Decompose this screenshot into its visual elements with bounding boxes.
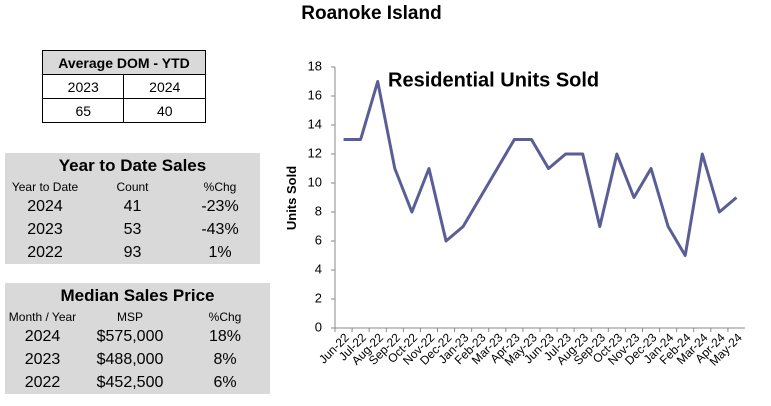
y-tick-label: 2 xyxy=(315,290,322,305)
header-cell: %Chg xyxy=(208,310,242,324)
header-cell: Year to Date xyxy=(11,180,79,194)
data-row: 2024 41 -23% xyxy=(5,195,260,218)
data-row: 2022 93 1% xyxy=(5,241,260,264)
cell: -43% xyxy=(201,220,239,238)
msp-table: Median Sales Price Month / Year MSP %Chg 202… xyxy=(5,283,270,394)
cell: 2023 xyxy=(24,350,61,368)
cell: 93 xyxy=(123,243,142,261)
y-tick-label: 10 xyxy=(308,174,322,189)
cell: 65 xyxy=(41,98,125,123)
header-cell: MSP xyxy=(116,310,143,324)
cell: 2024 xyxy=(24,327,61,345)
cell: 41 xyxy=(123,197,142,215)
y-tick-label: 0 xyxy=(315,319,322,334)
cell: -23% xyxy=(201,197,239,215)
data-row: 2023 53 -43% xyxy=(5,218,260,241)
page-title: Roanoke Island xyxy=(301,3,442,24)
data-line xyxy=(343,80,738,257)
cell: 2022 xyxy=(27,243,63,261)
header-cell: Count xyxy=(116,180,149,194)
chart-title: Residential Units Sold xyxy=(388,69,599,91)
y-tick-label: 12 xyxy=(308,145,322,160)
cell: 2024 xyxy=(27,197,63,215)
cell: 40 xyxy=(123,98,206,123)
y-tick-label: 14 xyxy=(308,116,322,131)
cell: 18% xyxy=(208,327,242,345)
header-cell: %Chg xyxy=(203,180,237,194)
y-tick-label: 4 xyxy=(315,261,322,276)
cell: $452,500 xyxy=(96,373,164,391)
y-tick-label: 16 xyxy=(308,87,322,102)
y-axis-label: Units Sold xyxy=(284,166,299,230)
header-cell: 2023 xyxy=(41,74,125,99)
cell: 2023 xyxy=(27,220,63,238)
cell: 2022 xyxy=(24,373,61,391)
dom-table: Average DOM - YTD 2023 2024 65 40 xyxy=(41,50,206,123)
table-title: Year to Date Sales xyxy=(58,156,207,175)
data-row: 2022 $452,500 6% xyxy=(5,371,270,394)
cell: 8% xyxy=(213,350,237,368)
cell: 53 xyxy=(123,220,142,238)
cell: 6% xyxy=(213,373,237,391)
title-row: Median Sales Price xyxy=(5,283,270,309)
data-row: 2023 $488,000 8% xyxy=(5,348,270,371)
header-row: Year to Date Count %Chg xyxy=(5,179,260,195)
header-row: Month / Year MSP %Chg xyxy=(5,309,270,325)
y-tick-label: 6 xyxy=(315,232,322,247)
y-tick-label: 18 xyxy=(308,58,322,73)
cell: 1% xyxy=(208,243,232,261)
header-cell: Month / Year xyxy=(8,310,77,324)
table-title: Median Sales Price xyxy=(60,286,215,305)
ytd-table: Year to Date Sales Year to Date Count %Chg 2… xyxy=(5,153,260,264)
data-row: 2024 $575,000 18% xyxy=(5,325,270,348)
cell: $575,000 xyxy=(96,327,164,345)
cell: $488,000 xyxy=(96,350,164,368)
title-row: Year to Date Sales xyxy=(5,153,260,179)
y-tick-label: 8 xyxy=(315,203,322,218)
